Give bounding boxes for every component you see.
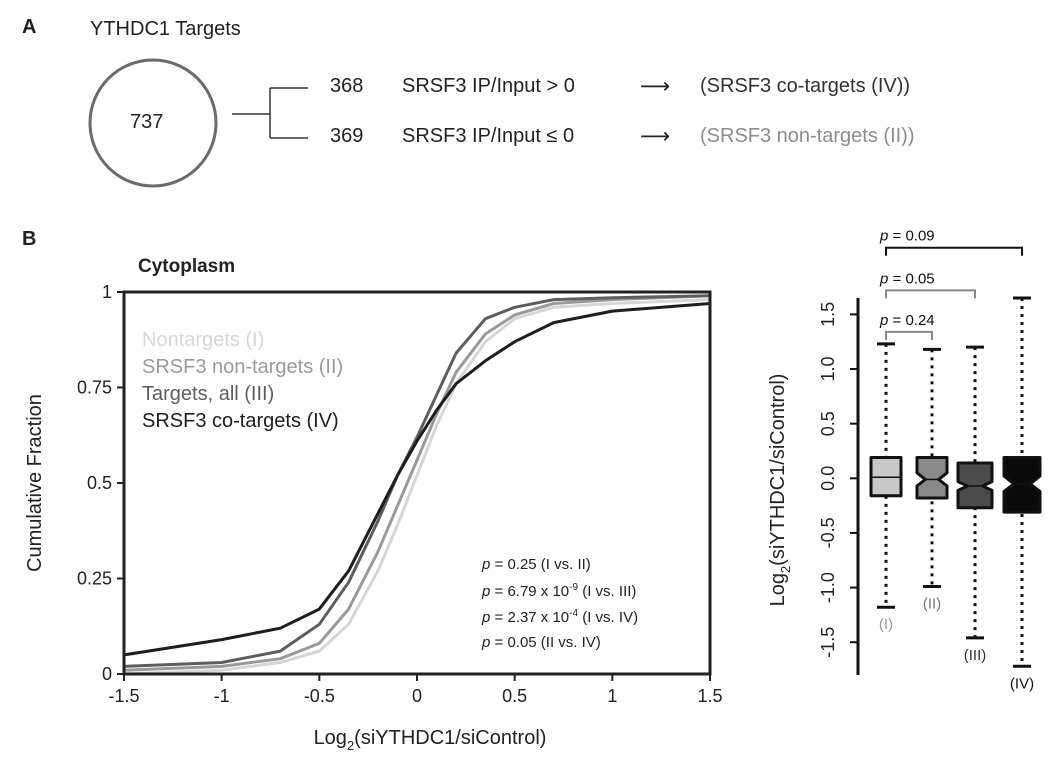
cdf-line-srsf3-non-targets-ii [123,294,711,672]
row-2-arrow: ⟶ [640,125,671,148]
boxplot-ytick-label: 0.5 [818,411,838,436]
cdf-xtick-label: -1 [214,686,230,706]
comparison-2-bracket [885,289,976,299]
pvalue-i-vs-iv: p = 2.37 x 10-4 (I vs. IV) [482,608,639,626]
cdf-line-nontargets-i [123,298,711,676]
boxplot-box-iv [1002,456,1042,514]
row-1-result: (SRSF3 co-targets (IV)) [700,75,911,97]
row-2-result: (SRSF3 non-targets (II)) [700,125,915,147]
boxplot-ytick-label: 1.5 [818,302,838,327]
comparison-1-value: = 0.24 [888,312,934,329]
boxplot-ytick-label: -1.0 [818,572,838,603]
cdf-xlabel: Log2(siYTHDC1/siControl) [314,727,547,753]
cdf-title: Cytoplasm [138,256,235,277]
legend-targets-all-iii: Targets, all (III) [142,383,274,405]
cdf-xtick-label: -1.5 [108,686,139,706]
targets-circle [88,58,218,188]
cdf-ytick-label: 0.5 [87,473,112,493]
row-1-condition: SRSF3 IP/Input > 0 [402,75,575,97]
comparison-1-bracket [885,330,933,340]
panel-a-diagram [88,58,308,188]
row-2-condition: SRSF3 IP/Input ≤ 0 [402,125,575,147]
boxplot-ytick-label: 0.0 [818,466,838,491]
comparison-2-label: p = 0.05 [879,270,935,287]
cdf-ytick-label: 0 [102,664,112,684]
boxplot-ylabel: Log2(siYTHDC1/siControl) [767,374,793,607]
row-1-arrow: ⟶ [640,75,671,98]
cdf-xtick-label: 1 [607,686,617,706]
cdf-xtick-label: 0 [412,686,422,706]
boxplot-label-iii: (III) [964,647,987,664]
cdf-ytick-label: 1 [102,282,112,302]
row-2-count: 369 [330,125,364,147]
comparison-3-bracket [885,246,1023,256]
legend-srsf3-co-targets-iv: SRSF3 co-targets (IV) [142,410,339,432]
cdf-line-srsf3-co-targets-iv [123,302,711,657]
comparison-3-p-symbol: p [879,228,888,245]
comparison-2-p-symbol: p [879,270,888,287]
comparison-1-p-symbol: p [879,312,888,329]
cdf-xtick-label: -0.5 [304,686,335,706]
boxplot-chart: Log2(siYTHDC1/siControl) -1.5 -1.0 -0.5 0.0… [767,228,1042,692]
cdf-ytick-label: 0.75 [77,378,112,398]
comparison-2-value: = 0.05 [888,270,934,287]
boxplot-label-ii: (II) [923,595,941,612]
boxplot-box-ii [915,456,949,500]
comparison-1-label: p = 0.24 [879,312,935,329]
cdf-line-targets-all-iii [123,294,711,668]
cdf-xtick-label: 1.5 [697,686,722,706]
cdf-ylabel: Cumulative Fraction [24,394,46,572]
cdf-ytick-label: 0.25 [77,569,112,589]
row-1-count: 368 [330,75,364,97]
circle-value: 737 [130,111,164,133]
pvalue-i-vs-iii: p = 6.79 x 10-9 (I vs. III) [482,582,637,600]
comparison-3-value: = 0.09 [888,228,934,245]
boxplot-ytick-label: 1.0 [818,356,838,381]
legend-srsf3-non-targets-ii: SRSF3 non-targets (II) [142,356,343,378]
boxplot-ytick-label: -1.5 [818,627,838,658]
comparison-3-label: p = 0.09 [879,228,935,245]
cdf-chart: Cytoplasm -1.5 -1 -0.5 0 0.5 1 1.5 0 0.25 0.5 0.7… [24,256,723,753]
boxplot-label-i: (I) [879,616,893,633]
panel-b-label: B [22,228,37,250]
panel-a-title: YTHDC1 Targets [90,18,241,40]
pvalue-ii-vs-iv: p = 0.05 (II vs. IV) [482,634,601,651]
cdf-xtick-label: 0.5 [502,686,527,706]
boxplot-label-iv: (IV) [1010,675,1034,692]
boxplot-ytick-label: -0.5 [818,517,838,548]
panel-a-label: A [22,16,37,38]
legend-nontargets-i: Nontargets (I) [142,329,264,351]
pvalue-i-vs-ii: p = 0.25 (I vs. II) [482,556,591,573]
